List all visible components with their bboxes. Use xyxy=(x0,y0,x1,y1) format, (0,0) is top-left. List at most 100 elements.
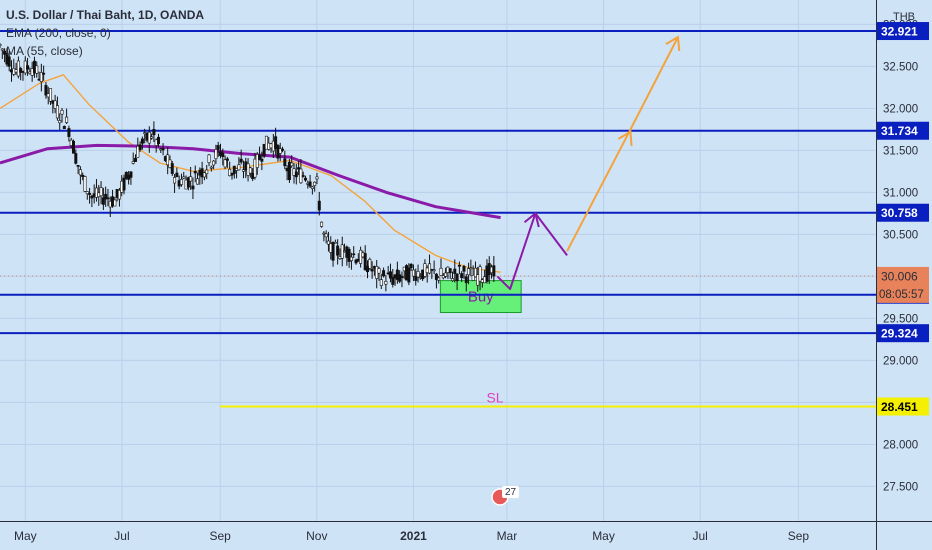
candle-body xyxy=(117,190,121,200)
candle-body xyxy=(150,136,154,139)
current-price-tag-bg xyxy=(877,266,929,303)
candle-body xyxy=(384,281,388,285)
candle-body xyxy=(453,268,457,274)
candle-body xyxy=(104,193,108,200)
stop-loss-label: SL xyxy=(486,390,503,406)
candle-body xyxy=(228,168,232,177)
candle-body xyxy=(439,267,443,276)
candle-body xyxy=(85,191,89,194)
candle-body xyxy=(237,164,241,171)
candle-body xyxy=(101,197,105,205)
projection-path[interactable] xyxy=(496,212,568,290)
candle-body xyxy=(248,167,252,174)
event-count: 27 xyxy=(505,487,517,498)
projection-arrowhead xyxy=(617,130,633,146)
candle-body xyxy=(464,276,468,284)
candle-body xyxy=(437,277,441,281)
candle-body xyxy=(241,169,245,172)
projection-path[interactable] xyxy=(566,36,679,252)
candle-body xyxy=(53,100,57,109)
projection-arrowhead xyxy=(523,211,540,228)
current-price-tag: 30.006 xyxy=(881,269,918,283)
candle-body xyxy=(0,43,2,46)
candle-body xyxy=(308,181,312,187)
candle-body xyxy=(253,158,257,178)
candle-body xyxy=(214,149,218,160)
y-tick-label: 30.500 xyxy=(883,229,918,241)
ema-indicator-label[interactable]: EMA (200, close, 0) xyxy=(6,26,111,40)
candle-body xyxy=(170,163,174,174)
candle-body xyxy=(44,85,48,96)
candle-body xyxy=(3,50,7,55)
candle-body xyxy=(196,178,200,185)
candle-body xyxy=(255,154,259,168)
candle-body xyxy=(274,136,278,149)
chart-legend: U.S. Dollar / Thai Baht, 1D, OANDA EMA (… xyxy=(6,6,204,60)
candle-body xyxy=(7,56,11,67)
candle-body xyxy=(81,174,85,177)
candle-body xyxy=(287,161,291,181)
ema-line[interactable] xyxy=(0,143,501,220)
candle-body xyxy=(62,125,66,130)
candle-body xyxy=(65,116,69,123)
candle-body xyxy=(320,221,324,227)
level-price-tag-bg xyxy=(877,203,929,222)
candle-body xyxy=(262,143,266,157)
candle-body xyxy=(72,140,76,154)
candle-body xyxy=(366,265,370,273)
candle-body xyxy=(131,161,135,164)
candle-body xyxy=(379,279,383,286)
candle-body xyxy=(113,199,117,207)
y-tick-label: 29.500 xyxy=(883,313,918,325)
candle-body xyxy=(136,145,140,158)
candle-body xyxy=(363,253,367,271)
candle-body xyxy=(0,48,4,51)
ma-indicator-label[interactable]: MA (55, close) xyxy=(6,44,83,58)
candle-body xyxy=(347,248,351,262)
candle-body xyxy=(179,179,183,185)
candle-body xyxy=(432,269,436,272)
candle-body xyxy=(398,274,402,282)
candle-body xyxy=(416,271,420,278)
stop-loss-price-tag-bg xyxy=(877,397,929,416)
candle-body xyxy=(193,170,197,174)
candle-body xyxy=(161,148,165,151)
candle-body xyxy=(134,157,138,162)
level-price-tag: 30.758 xyxy=(881,206,918,220)
candle-body xyxy=(448,268,452,274)
candle-body xyxy=(278,148,282,154)
level-price-tag-bg xyxy=(877,22,929,41)
candle-body xyxy=(239,158,243,163)
candle-body xyxy=(83,176,87,192)
candle-body xyxy=(173,177,177,184)
candle-body xyxy=(182,176,186,179)
candle-body xyxy=(152,128,156,136)
candle-body xyxy=(414,275,418,281)
candle-body xyxy=(76,164,80,167)
candle-body xyxy=(331,242,335,261)
candle-body xyxy=(223,159,227,168)
candle-body xyxy=(290,162,294,167)
bar-countdown: 08:05:57 xyxy=(879,289,924,301)
candle-body xyxy=(457,265,461,267)
candle-body xyxy=(301,175,305,177)
symbol-title[interactable]: U.S. Dollar / Thai Baht, 1D, OANDA xyxy=(6,8,205,22)
candle-body xyxy=(35,65,39,74)
candle-body xyxy=(216,145,220,150)
level-price-tag-bg xyxy=(877,324,929,343)
candle-body xyxy=(473,267,477,278)
candle-body xyxy=(349,256,353,261)
candle-body xyxy=(140,138,144,144)
currency-label: THB xyxy=(893,11,915,23)
candle-body xyxy=(322,232,326,235)
candle-body xyxy=(230,172,234,176)
candle-body xyxy=(411,269,415,277)
y-tick-label: 31.500 xyxy=(883,145,918,157)
candle-body xyxy=(191,185,195,190)
candle-body xyxy=(74,153,78,164)
candle-body xyxy=(49,88,53,102)
candle-body xyxy=(462,265,466,272)
ma-line[interactable] xyxy=(0,73,501,273)
